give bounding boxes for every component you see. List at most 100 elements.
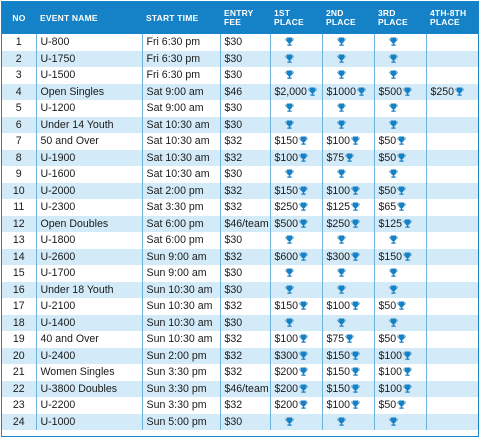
event-number: 20	[2, 347, 36, 364]
prize-cell-p48	[425, 133, 478, 150]
prize-cell-p3	[373, 166, 426, 183]
prize-amount: $200	[274, 382, 299, 395]
prize-amount: $100	[326, 135, 351, 148]
event-number: 18	[2, 314, 36, 331]
trophy-icon	[336, 318, 346, 328]
trophy-icon	[299, 400, 308, 410]
table-row: 6 Under 14 Youth Sat 10:30 am $30	[2, 116, 478, 133]
entry-fee: $32	[219, 364, 270, 381]
event-number: 13	[12, 234, 25, 247]
prize-cell-p3	[373, 265, 426, 282]
prize-cell-p1	[269, 265, 322, 282]
trophy-icon	[299, 219, 308, 229]
prize-cell-p2: $150	[321, 380, 374, 397]
prize-cell-p3: $50	[373, 397, 426, 414]
trophy-icon	[336, 417, 346, 427]
start-time: Sun 10:30 am	[141, 314, 220, 331]
event-number: 6	[2, 116, 36, 133]
trophy-icon	[284, 268, 294, 278]
entry-fee: $30	[219, 100, 270, 117]
start-time: Sat 6:00 pm	[141, 215, 220, 232]
trophy-icon	[403, 367, 412, 377]
table-row: 5 U-1200 Sat 9:00 am $30	[2, 100, 478, 117]
table-row: 7 50 and Over Sat 10:30 am $32 $150 $100 $50	[2, 133, 478, 150]
event-name: 40 and Over	[35, 331, 142, 348]
prize-amount: $50	[378, 333, 397, 346]
prize-cell-p1: $500	[269, 215, 322, 232]
prize-amount: $125	[326, 201, 351, 214]
prize-cell-p1: $200	[269, 380, 322, 397]
trophy-icon	[299, 351, 308, 361]
prize-cell-p3	[373, 50, 426, 67]
prize-cell-p2	[321, 100, 374, 117]
prize-cell-p1	[269, 100, 322, 117]
start-time: Sun 10:30 am	[141, 298, 220, 315]
prize-amount: $300	[274, 349, 299, 362]
trophy-icon	[388, 268, 398, 278]
event-name: Open Singles	[35, 83, 142, 100]
prize-amount: $50	[378, 135, 397, 148]
entry-fee: $32	[219, 397, 270, 414]
trophy-icon	[284, 235, 294, 245]
trophy-icon	[284, 417, 294, 427]
prize-amount: $150	[274, 300, 299, 313]
trophy-icon	[299, 252, 308, 262]
prize-cell-p2: $250	[321, 215, 374, 232]
prize-amount: $150	[274, 184, 299, 197]
event-number: 5	[15, 102, 22, 115]
prize-cell-p3: $50	[373, 298, 426, 315]
prize-amount: $150	[326, 366, 351, 379]
trophy-icon	[397, 202, 406, 212]
trophy-icon	[308, 87, 317, 97]
table-row: 1 U-800 Fri 6:30 pm $30	[2, 34, 478, 51]
prize-amount: $150	[274, 135, 299, 148]
prize-cell-p48	[425, 298, 478, 315]
event-name: Under 14 Youth	[35, 116, 142, 133]
prize-cell-p1	[269, 34, 322, 51]
entry-fee: $32	[219, 248, 270, 265]
start-time: Sun 2:00 pm	[141, 347, 220, 364]
event-name: U-1700	[35, 265, 142, 282]
prize-cell-p2: $75	[321, 331, 374, 348]
table-row: 4 Open Singles Sat 9:00 am $46 $2,000 $1000 $5…	[2, 83, 478, 100]
prize-amount: $100	[378, 382, 403, 395]
event-name: U-1000	[35, 413, 142, 430]
start-time: Sat 2:00 pm	[141, 182, 220, 199]
trophy-icon	[336, 268, 346, 278]
table-row: 10 U-2000 Sat 2:00 pm $32 $150 $100 $50	[2, 182, 478, 199]
prize-cell-p1: $300	[269, 347, 322, 364]
prize-cell-p1	[269, 50, 322, 67]
header-start-time: START TIME	[146, 12, 199, 23]
event-name: Open Doubles	[35, 215, 142, 232]
event-name: Under 18 Youth	[35, 281, 142, 298]
prize-amount: $75	[326, 151, 345, 164]
trophy-icon	[299, 136, 308, 146]
prize-cell-p2	[321, 232, 374, 249]
start-time: Sun 10:30 am	[141, 281, 220, 298]
event-name: U-2600	[35, 248, 142, 265]
prize-cell-p48	[425, 34, 478, 51]
event-number: 24	[2, 413, 36, 430]
start-time: Sat 9:00 am	[141, 83, 220, 100]
start-time: Sat 6:00 pm	[141, 232, 220, 249]
prize-amount: $600	[274, 250, 299, 263]
prize-cell-p1: $2,000	[269, 83, 322, 100]
prize-cell-p2	[321, 34, 374, 51]
prize-cell-p2	[321, 265, 374, 282]
trophy-icon	[388, 54, 398, 64]
prize-amount: $100	[378, 349, 403, 362]
prize-cell-p3: $50	[373, 331, 426, 348]
prize-amount: $100	[326, 184, 351, 197]
trophy-icon	[397, 136, 406, 146]
prize-amount: $300	[326, 250, 351, 263]
prize-cell-p48	[425, 265, 478, 282]
event-name: U-2300	[35, 199, 142, 216]
entry-fee: $46/team	[219, 380, 270, 397]
trophy-icon	[336, 70, 346, 80]
start-time: Fri 6:30 pm	[141, 50, 220, 67]
trophy-icon	[388, 37, 398, 47]
prize-cell-p2	[321, 50, 374, 67]
trophy-icon	[388, 103, 398, 113]
trophy-icon	[351, 202, 360, 212]
prize-cell-p1	[269, 166, 322, 183]
